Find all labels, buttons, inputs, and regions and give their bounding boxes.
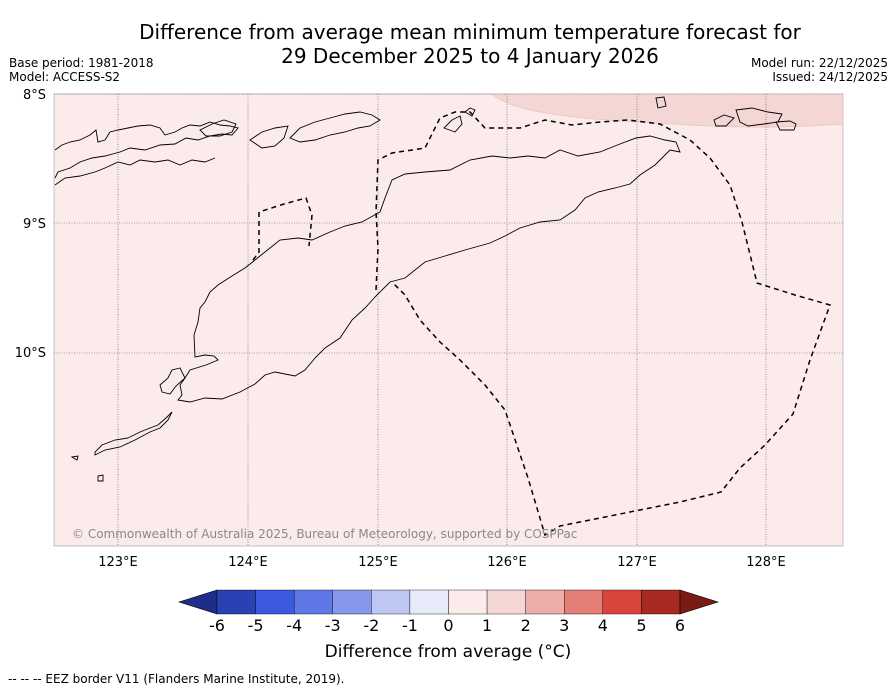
north-islet: [464, 107, 476, 117]
wetar-islet-a: [655, 96, 667, 109]
chart-title: Difference from average mean minimum tem…: [0, 20, 896, 68]
pantar-island: [249, 125, 289, 149]
map-background: [53, 93, 844, 547]
colorbar-tick-label: -1: [402, 616, 418, 635]
colorbar-tick-label: 1: [482, 616, 492, 635]
semau-island: [159, 367, 186, 395]
lat-label-10s: 10°S: [15, 346, 46, 361]
lon-label-128e: 128°E: [746, 555, 786, 570]
colorbar: -6 -5 -4 -3 -2 -1 0 1 2 3 4 5 6: [178, 589, 719, 635]
colorbar-segment: [564, 589, 604, 615]
colorbar-segment: [216, 589, 256, 615]
colorbar-label: Difference from average (°C): [324, 642, 572, 662]
northern-islands: [54, 121, 239, 179]
base-period: Base period: 1981-2018: [9, 56, 154, 70]
lat-label-8s: 8°S: [23, 88, 46, 103]
colorbar-segment: [602, 589, 642, 615]
colorbar-tick-label: 2: [521, 616, 531, 635]
copyright-notice: © Commonwealth of Australia 2025, Bureau…: [72, 527, 577, 541]
colorbar-tick-label: -5: [248, 616, 264, 635]
issued-date: Issued: 24/12/2025: [772, 70, 888, 84]
colorbar-segment: [641, 589, 681, 615]
lat-label-9s: 9°S: [23, 217, 46, 232]
lon-label-127e: 127°E: [617, 555, 657, 570]
coastlines: [54, 96, 797, 482]
colorbar-tick-label: -2: [363, 616, 379, 635]
model-name: Model: ACCESS-S2: [9, 70, 121, 84]
lon-label-123e: 123°E: [98, 555, 138, 570]
eez-border-timor-leste: [375, 111, 831, 537]
ndao-islet: [70, 455, 79, 461]
colorbar-extend-high: [679, 589, 719, 615]
colorbar-tick-label: -4: [286, 616, 302, 635]
colorbar-segment: [486, 589, 526, 615]
colorbar-tick-label: 5: [636, 616, 646, 635]
colorbar-tick-label: 0: [443, 616, 453, 635]
colorbar-segment: [371, 589, 411, 615]
atauro-islet: [443, 115, 463, 133]
colorbar-segment: [525, 589, 565, 615]
meta-right: Model run: 22/12/2025 Issued: 24/12/2025: [751, 56, 888, 84]
timor-island: [177, 135, 681, 403]
colorbar-segments: [178, 589, 719, 615]
colorbar-segment: [332, 589, 372, 615]
colorbar-tick-label: 3: [559, 616, 569, 635]
lembata-island: [199, 119, 237, 137]
colorbar-segment: [409, 589, 449, 615]
title-line-2: 29 December 2025 to 4 January 2026: [281, 44, 659, 68]
colorbar-segment: [293, 589, 333, 615]
colorbar-tick-label: 6: [675, 616, 685, 635]
meta-left: Base period: 1981-2018 Model: ACCESS-S2: [9, 56, 154, 84]
colorbar-tick-label: -3: [325, 616, 341, 635]
rote-south-islet: [97, 474, 104, 482]
colorbar-extend-low: [178, 589, 218, 615]
eez-border-oecusse: [252, 197, 313, 261]
flores-south-coast: [54, 157, 216, 186]
colorbar-segment: [255, 589, 295, 615]
alor-island: [289, 111, 381, 143]
lon-label-126e: 126°E: [487, 555, 527, 570]
colorbar-segment: [448, 589, 488, 615]
rote-island: [94, 411, 173, 456]
title-line-1: Difference from average mean minimum tem…: [139, 20, 801, 44]
lon-label-125e: 125°E: [358, 555, 398, 570]
eez-borders: [252, 111, 831, 537]
colorbar-ticks: -6 -5 -4 -3 -2 -1 0 1 2 3 4 5 6: [209, 616, 685, 635]
model-run: Model run: 22/12/2025: [750, 56, 888, 70]
wetar-islet-b: [713, 114, 735, 127]
colorbar-tick-label: -6: [209, 616, 225, 635]
eez-footnote: -- -- -- EEZ border V11 (Flanders Marine…: [8, 672, 345, 686]
colorbar-tick-label: 4: [598, 616, 608, 635]
lon-label-124e: 124°E: [228, 555, 268, 570]
wetar-islet-c: [775, 120, 797, 131]
